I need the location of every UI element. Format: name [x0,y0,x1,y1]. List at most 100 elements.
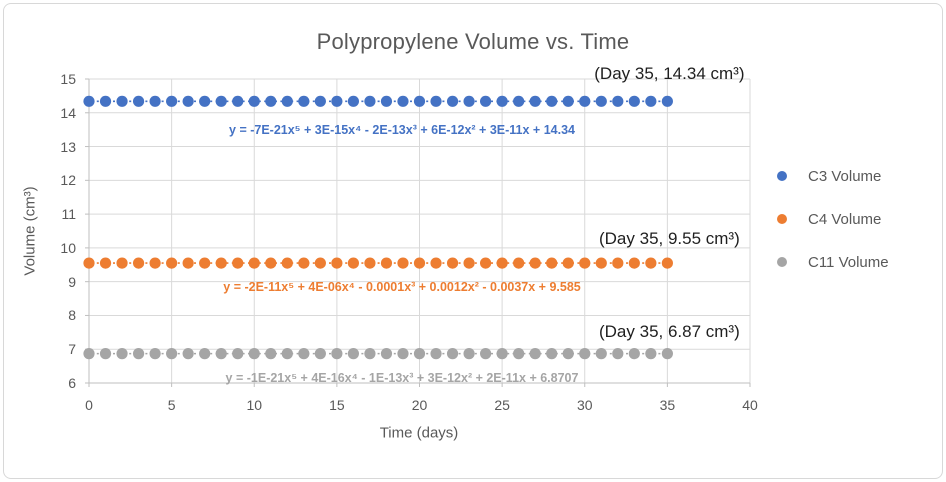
data-point [480,348,492,360]
series-c4-volume [83,257,673,269]
data-point [546,348,558,360]
data-point [380,257,393,269]
data-point [232,95,244,107]
data-point [413,348,426,360]
y-tick-label: 9 [68,273,76,290]
data-point [380,95,393,107]
data-point [199,95,211,107]
data-point [347,348,359,360]
data-point [83,95,95,107]
data-point [628,257,640,269]
data-point [149,257,161,269]
data-point [331,348,343,360]
data-point [182,95,194,107]
x-tick-label: 0 [85,397,93,413]
data-point [628,348,640,360]
y-tick-label: 6 [68,375,76,391]
x-tick-label: 20 [411,397,428,413]
data-point [529,95,541,107]
data-point [579,348,591,360]
point-annotation: (Day 35, 14.34 cm³) [594,64,745,84]
data-point [331,257,343,269]
x-tick-label: 15 [329,397,345,413]
data-point [248,257,260,269]
data-point [480,257,492,269]
data-point [281,95,293,107]
data-point [166,257,178,269]
data-point [298,95,310,107]
data-point [661,348,673,360]
y-tick-label: 13 [60,138,76,155]
data-point [480,95,492,107]
data-point [529,348,541,360]
data-point [314,348,326,360]
data-point [595,257,607,269]
trendline-equation: y = -1E-21x⁵ + 4E-16x⁴ - 1E-13x³ + 3E-12… [225,370,579,385]
data-point [546,257,558,269]
data-point [99,95,112,107]
data-point [397,348,409,360]
data-point [496,348,508,360]
data-point [99,257,112,269]
data-point [380,348,393,360]
data-point [199,348,211,360]
point-annotation: (Day 35, 6.87 cm³) [598,321,740,341]
legend-marker-icon [777,214,787,224]
data-point [116,257,128,269]
data-point [364,257,376,269]
data-point [430,348,442,360]
data-point [347,257,359,269]
series-c11-volume [83,348,673,360]
data-point [281,348,293,360]
data-point [364,348,376,360]
data-point [199,257,211,269]
data-point [595,348,607,360]
data-point [314,257,326,269]
y-tick-label: 14 [60,104,76,121]
data-point [661,95,673,107]
data-point [232,348,244,360]
data-point [645,348,657,360]
legend-item-c11-volume: C11 Volume [777,253,889,271]
data-point [83,348,95,360]
data-point [496,95,508,107]
data-point [83,257,95,269]
data-point [248,95,260,107]
data-point [215,257,227,269]
data-point [612,348,624,360]
data-point [132,95,145,107]
data-point [562,95,574,107]
y-axis-title: Volume (cm³) [21,186,39,276]
trendline-equation: y = -2E-11x⁵ + 4E-06x⁴ - 0.0001x³ + 0.00… [223,280,581,295]
legend-marker-icon [777,257,787,267]
data-point [182,257,194,269]
data-point [513,257,525,269]
data-point [364,95,376,107]
data-point [413,257,426,269]
data-point [116,348,128,360]
x-tick-label: 5 [167,397,176,413]
data-point [628,95,640,107]
data-point [347,95,359,107]
data-point [331,95,343,107]
x-tick-label: 40 [742,397,758,413]
data-point [446,257,459,269]
trendline-equation: y = -7E-21x⁵ + 3E-15x⁴ - 2E-13x³ + 6E-12… [229,123,575,138]
data-point [281,257,293,269]
legend-label: C4 Volume [808,210,882,228]
y-tick-label: 8 [68,307,76,324]
data-point [430,95,442,107]
data-point [645,257,657,269]
data-point [612,95,624,107]
data-point [397,95,409,107]
data-point [446,348,459,360]
data-point [645,95,657,107]
data-point [166,348,178,360]
data-point [397,257,409,269]
data-point [248,348,260,360]
data-point [546,95,558,107]
data-point [215,348,227,360]
data-point [463,348,475,360]
data-point [215,95,227,107]
